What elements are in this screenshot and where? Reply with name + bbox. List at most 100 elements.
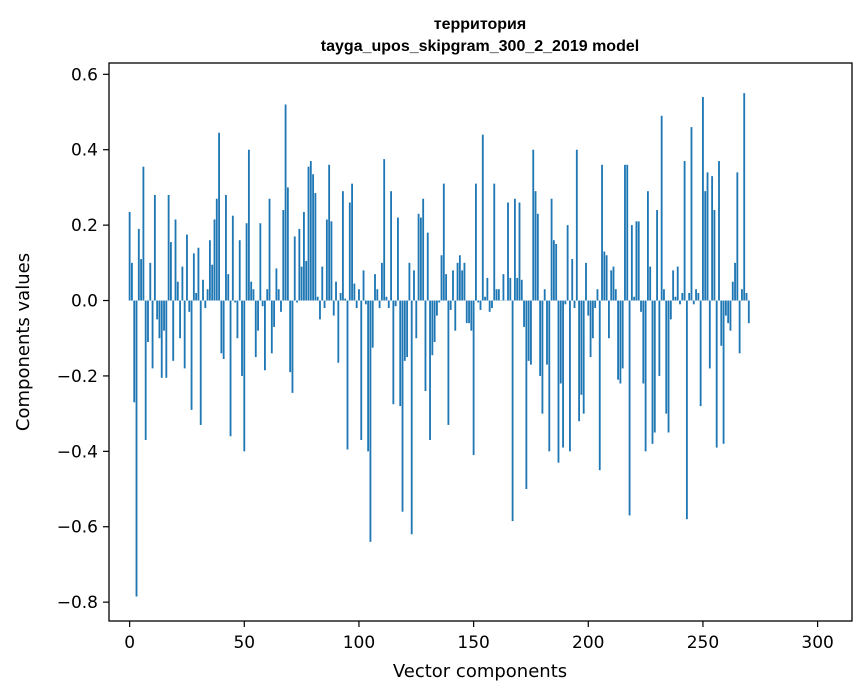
bar bbox=[475, 183, 477, 301]
bar bbox=[319, 300, 321, 320]
bar bbox=[192, 253, 195, 301]
bar bbox=[669, 300, 672, 320]
bar bbox=[692, 300, 695, 305]
bar bbox=[307, 166, 310, 301]
bar bbox=[167, 194, 170, 301]
bar bbox=[477, 300, 480, 303]
bar bbox=[218, 132, 220, 301]
bar bbox=[422, 198, 425, 301]
bar bbox=[564, 300, 567, 305]
bar bbox=[133, 300, 136, 403]
bar bbox=[578, 300, 581, 422]
bar bbox=[727, 300, 730, 324]
bar bbox=[408, 262, 411, 301]
bar bbox=[316, 296, 319, 301]
bar bbox=[312, 174, 315, 301]
plot-frame bbox=[108, 62, 853, 622]
bar bbox=[415, 300, 418, 339]
bar bbox=[364, 300, 367, 305]
bar bbox=[259, 223, 262, 301]
bar bbox=[268, 198, 271, 301]
bar bbox=[674, 296, 677, 301]
bar bbox=[683, 161, 686, 301]
x-tick-label: 0 bbox=[124, 633, 135, 653]
bar bbox=[291, 300, 294, 393]
bar bbox=[591, 300, 594, 339]
bar bbox=[321, 266, 324, 301]
bar bbox=[585, 262, 587, 301]
bar bbox=[137, 228, 140, 301]
bar bbox=[449, 300, 452, 310]
bar bbox=[715, 300, 718, 448]
bars-group bbox=[128, 93, 750, 597]
bar bbox=[257, 300, 259, 331]
bar bbox=[571, 259, 574, 301]
bar bbox=[543, 289, 546, 301]
bar bbox=[458, 255, 461, 301]
bar bbox=[502, 274, 505, 301]
bar bbox=[195, 292, 198, 301]
bar bbox=[734, 262, 736, 301]
bar bbox=[630, 225, 633, 301]
bar bbox=[472, 300, 475, 456]
bar bbox=[128, 211, 131, 301]
bar bbox=[468, 300, 470, 324]
bar bbox=[227, 274, 230, 301]
bar bbox=[513, 198, 516, 301]
bar bbox=[530, 300, 532, 365]
bar bbox=[419, 217, 422, 301]
bar bbox=[589, 300, 592, 358]
bar bbox=[626, 164, 629, 301]
bar bbox=[685, 300, 688, 520]
bar bbox=[470, 300, 473, 331]
bar bbox=[681, 292, 684, 301]
bar bbox=[536, 213, 539, 301]
bar bbox=[172, 300, 175, 361]
bar bbox=[433, 300, 436, 342]
bar bbox=[658, 300, 661, 376]
bar bbox=[452, 270, 454, 301]
bar bbox=[676, 266, 679, 301]
bar bbox=[724, 300, 727, 316]
bar bbox=[722, 300, 725, 444]
bar bbox=[663, 289, 665, 301]
bar bbox=[135, 300, 138, 597]
bar bbox=[385, 296, 388, 301]
bar bbox=[339, 292, 342, 301]
x-axis-label: Vector components bbox=[393, 661, 567, 682]
bar bbox=[603, 251, 606, 301]
bar bbox=[741, 289, 743, 301]
bar bbox=[672, 270, 675, 301]
bar bbox=[277, 289, 280, 301]
bar bbox=[170, 242, 172, 301]
bar bbox=[516, 277, 519, 301]
bar bbox=[667, 300, 670, 433]
bar bbox=[644, 300, 647, 452]
bar bbox=[546, 300, 548, 365]
y-axis-label: Components values bbox=[13, 253, 34, 431]
bar bbox=[713, 210, 716, 301]
bar bbox=[651, 300, 654, 444]
bar bbox=[608, 300, 610, 339]
bar bbox=[679, 300, 681, 305]
bar bbox=[745, 292, 748, 301]
bar bbox=[394, 300, 397, 307]
bar bbox=[417, 213, 420, 301]
bar bbox=[555, 243, 558, 301]
bar bbox=[642, 300, 645, 384]
bar bbox=[720, 300, 723, 346]
chart-subtitle: tayga_upos_skipgram_300_2_2019 model bbox=[321, 38, 639, 55]
bar bbox=[149, 262, 152, 301]
bar bbox=[552, 240, 555, 301]
bar bbox=[706, 172, 709, 301]
bar bbox=[282, 210, 285, 301]
bar bbox=[144, 300, 147, 441]
bar bbox=[708, 300, 711, 369]
bar bbox=[461, 270, 464, 301]
bar bbox=[211, 264, 214, 301]
bar bbox=[605, 255, 608, 301]
bar bbox=[646, 191, 649, 301]
bar bbox=[358, 289, 360, 301]
bar bbox=[486, 277, 489, 301]
bar bbox=[238, 240, 241, 301]
